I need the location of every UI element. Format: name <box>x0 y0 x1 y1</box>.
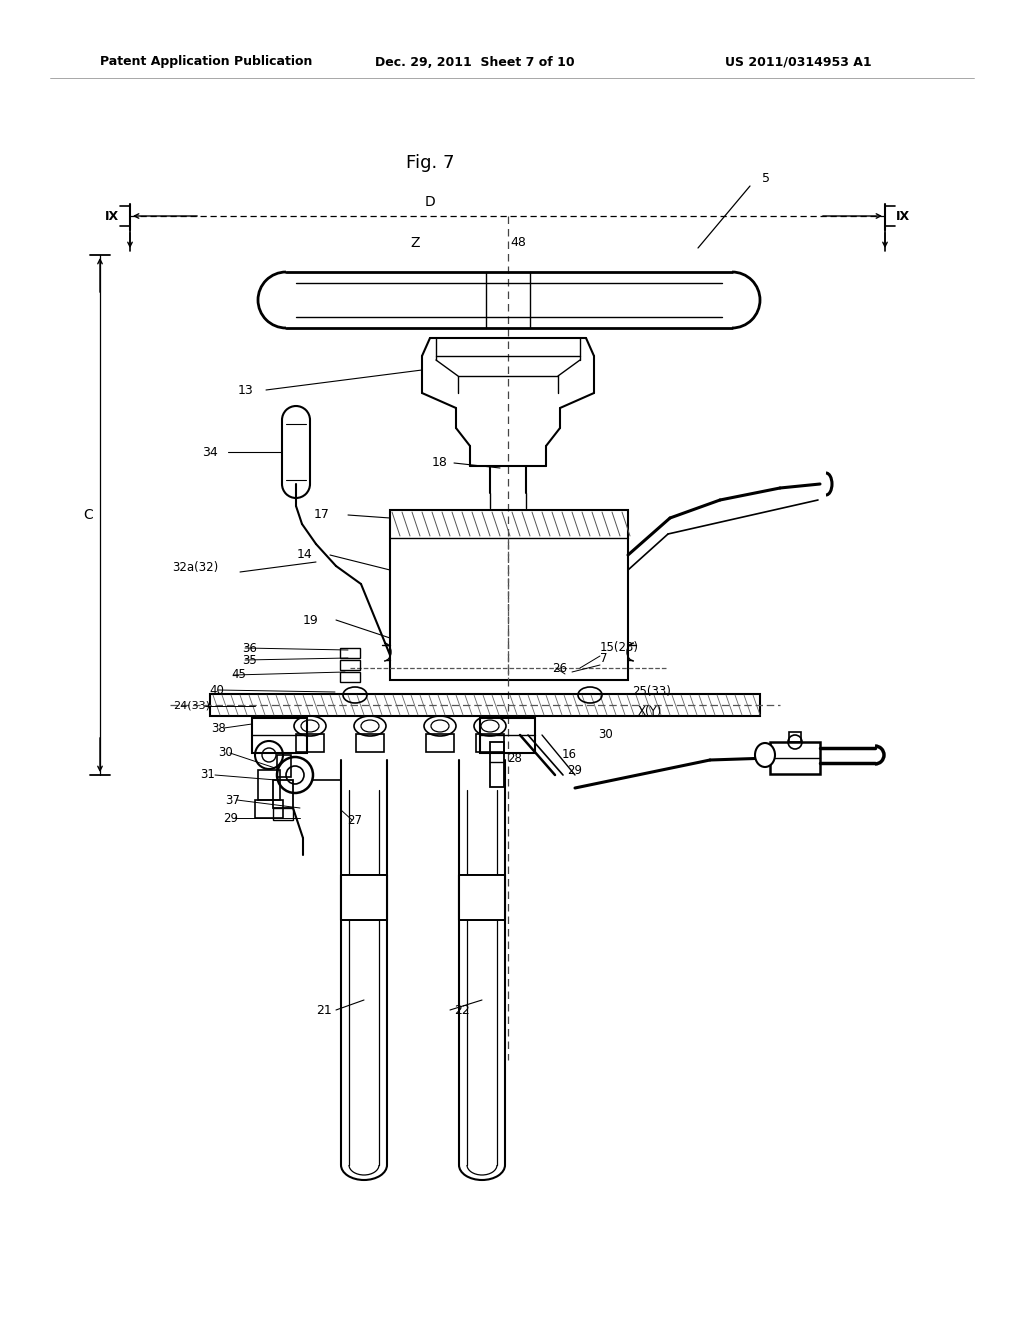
Text: 29: 29 <box>223 812 238 825</box>
Text: Patent Application Publication: Patent Application Publication <box>100 55 312 69</box>
Text: 37: 37 <box>225 793 240 807</box>
Ellipse shape <box>755 743 775 767</box>
Text: Fig. 7: Fig. 7 <box>406 154 455 172</box>
Text: 36: 36 <box>242 642 257 655</box>
Text: 40: 40 <box>209 684 224 697</box>
Text: US 2011/0314953 A1: US 2011/0314953 A1 <box>725 55 871 69</box>
Text: 31: 31 <box>200 768 215 781</box>
Text: X(Y): X(Y) <box>638 705 663 718</box>
Text: 25(33): 25(33) <box>632 685 671 698</box>
Text: 5: 5 <box>762 172 770 185</box>
Text: C: C <box>83 508 93 521</box>
Bar <box>490 742 504 787</box>
Bar <box>255 800 283 818</box>
Text: 48: 48 <box>510 236 526 249</box>
Text: D: D <box>425 195 435 209</box>
Text: 45: 45 <box>231 668 246 681</box>
Text: 29: 29 <box>567 763 582 776</box>
Bar <box>426 734 454 752</box>
Text: 24(33): 24(33) <box>173 701 210 711</box>
Text: IX: IX <box>896 210 910 223</box>
Text: 32a(32): 32a(32) <box>172 561 218 574</box>
Text: 35: 35 <box>243 653 257 667</box>
Bar <box>390 510 628 680</box>
Bar <box>340 672 360 682</box>
Bar <box>296 734 324 752</box>
Text: 30: 30 <box>598 729 612 742</box>
Text: 38: 38 <box>211 722 226 734</box>
Text: 14: 14 <box>296 549 312 561</box>
Text: 7: 7 <box>600 652 607 664</box>
Text: Dec. 29, 2011  Sheet 7 of 10: Dec. 29, 2011 Sheet 7 of 10 <box>375 55 574 69</box>
Bar <box>210 694 760 715</box>
Bar <box>273 780 293 808</box>
Bar <box>273 808 293 820</box>
Text: 15(23): 15(23) <box>600 642 639 655</box>
Bar <box>340 660 360 671</box>
Bar <box>770 742 820 774</box>
Bar <box>356 734 384 752</box>
Text: 30: 30 <box>218 747 233 759</box>
Text: 19: 19 <box>302 614 318 627</box>
Bar <box>341 875 387 920</box>
Bar <box>252 718 307 752</box>
Bar <box>476 734 504 752</box>
Text: 17: 17 <box>314 508 330 521</box>
Text: Z: Z <box>411 236 420 249</box>
Bar <box>258 770 280 800</box>
Text: IX: IX <box>104 210 119 223</box>
Bar <box>278 755 291 777</box>
Bar <box>459 875 505 920</box>
Bar <box>340 648 360 657</box>
Bar <box>480 718 535 752</box>
Bar <box>790 733 801 742</box>
Text: 13: 13 <box>238 384 254 396</box>
Text: 28: 28 <box>507 751 522 764</box>
Text: 22: 22 <box>454 1003 470 1016</box>
Text: 27: 27 <box>347 813 362 826</box>
Text: 26: 26 <box>552 661 567 675</box>
Text: 18: 18 <box>432 457 447 470</box>
Text: 34: 34 <box>203 446 218 458</box>
Text: 16: 16 <box>562 748 577 762</box>
Text: 21: 21 <box>316 1003 332 1016</box>
